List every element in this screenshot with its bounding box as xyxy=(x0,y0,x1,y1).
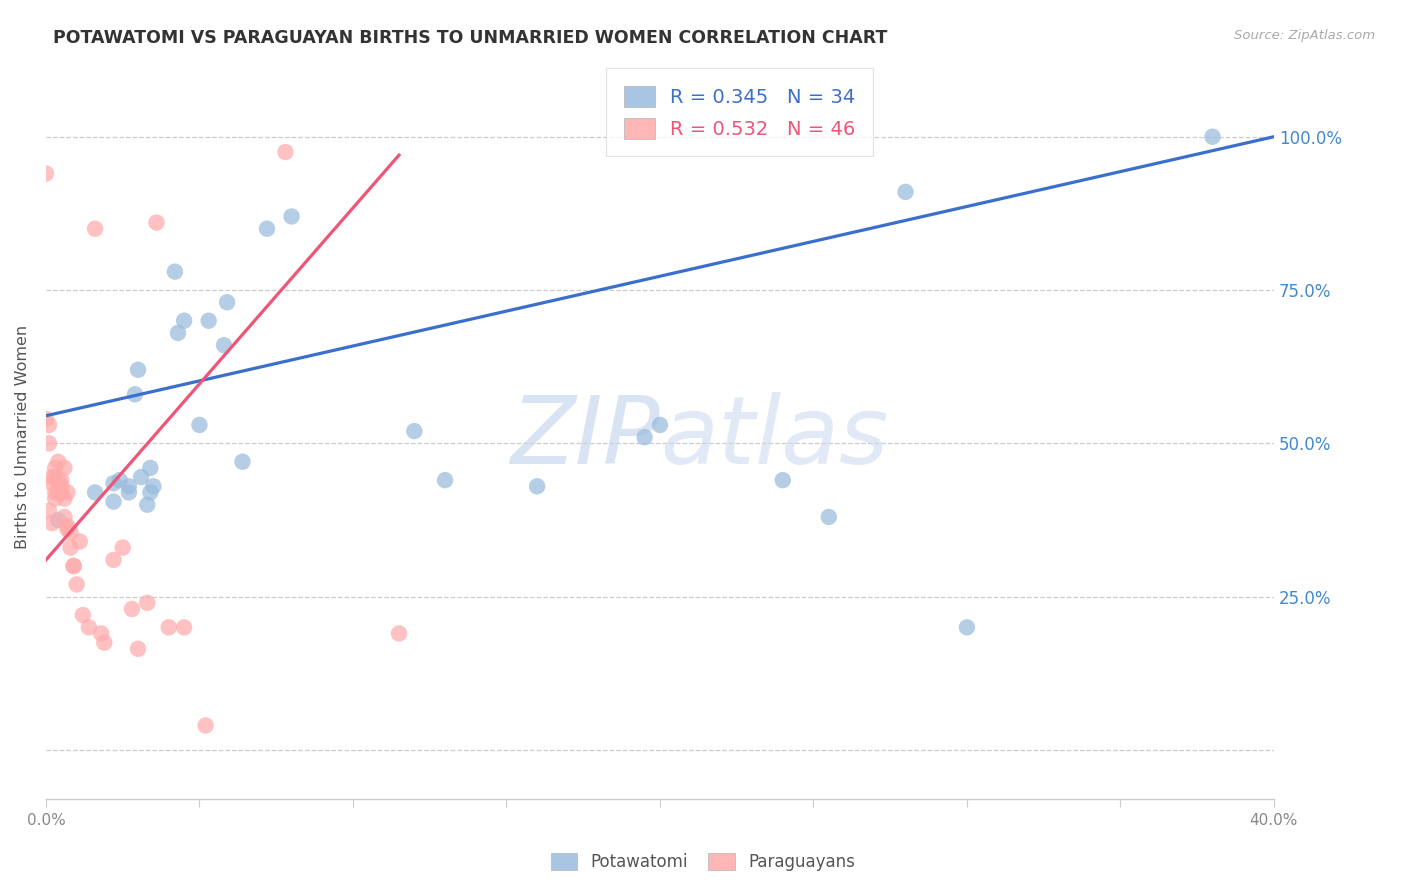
Point xyxy=(388,626,411,640)
Point xyxy=(38,417,60,432)
Point xyxy=(194,718,217,732)
Point xyxy=(173,620,195,634)
Point xyxy=(44,491,66,506)
Point xyxy=(53,510,76,524)
Point xyxy=(56,485,79,500)
Point xyxy=(136,596,159,610)
Point xyxy=(38,504,60,518)
Point xyxy=(44,461,66,475)
Point xyxy=(93,635,115,649)
Point xyxy=(139,461,162,475)
Point xyxy=(56,519,79,533)
Point xyxy=(894,185,917,199)
Point xyxy=(434,473,457,487)
Point xyxy=(103,494,125,508)
Point xyxy=(526,479,548,493)
Point xyxy=(44,470,66,484)
Point xyxy=(197,314,219,328)
Point xyxy=(124,387,146,401)
Point xyxy=(212,338,235,352)
Point xyxy=(46,455,69,469)
Point xyxy=(77,620,100,634)
Text: atlas: atlas xyxy=(659,392,889,483)
Text: Source: ZipAtlas.com: Source: ZipAtlas.com xyxy=(1234,29,1375,43)
Point xyxy=(817,510,839,524)
Point xyxy=(53,491,76,506)
Point xyxy=(956,620,979,634)
Point xyxy=(1201,129,1223,144)
Point xyxy=(53,461,76,475)
Y-axis label: Births to Unmarried Women: Births to Unmarried Women xyxy=(15,326,30,549)
Point xyxy=(274,145,297,159)
Point xyxy=(46,473,69,487)
Point xyxy=(51,485,73,500)
Point xyxy=(231,455,253,469)
Text: POTAWATOMI VS PARAGUAYAN BIRTHS TO UNMARRIED WOMEN CORRELATION CHART: POTAWATOMI VS PARAGUAYAN BIRTHS TO UNMAR… xyxy=(53,29,887,47)
Point xyxy=(59,525,82,540)
Point xyxy=(51,473,73,487)
Point xyxy=(35,412,58,426)
Point xyxy=(90,626,112,640)
Point xyxy=(163,265,186,279)
Point xyxy=(217,295,239,310)
Point xyxy=(118,485,141,500)
Point xyxy=(66,577,89,591)
Point xyxy=(167,326,190,340)
Point xyxy=(280,210,302,224)
Point xyxy=(103,476,125,491)
Point xyxy=(41,470,63,484)
Point xyxy=(256,221,278,235)
Point xyxy=(118,479,141,493)
Point xyxy=(127,363,149,377)
Point xyxy=(41,516,63,530)
Point xyxy=(46,513,69,527)
Point xyxy=(648,417,671,432)
Point xyxy=(142,479,165,493)
Point xyxy=(84,221,107,235)
Point xyxy=(51,479,73,493)
Point xyxy=(41,476,63,491)
Point xyxy=(633,430,655,444)
Point xyxy=(62,559,84,574)
Point xyxy=(44,485,66,500)
Point xyxy=(173,314,195,328)
Point xyxy=(56,522,79,536)
Point xyxy=(72,608,94,623)
Point xyxy=(136,498,159,512)
Point xyxy=(127,641,149,656)
Point xyxy=(108,473,131,487)
Point xyxy=(188,417,211,432)
Point xyxy=(38,436,60,450)
Point xyxy=(103,553,125,567)
Point xyxy=(84,485,107,500)
Point xyxy=(121,602,143,616)
Point xyxy=(59,541,82,555)
Point xyxy=(772,473,794,487)
Point xyxy=(62,559,84,574)
Legend: R = 0.345   N = 34, R = 0.532   N = 46: R = 0.345 N = 34, R = 0.532 N = 46 xyxy=(606,68,873,156)
Text: ZIP: ZIP xyxy=(510,392,659,483)
Point xyxy=(157,620,180,634)
Point xyxy=(111,541,134,555)
Point xyxy=(404,424,426,438)
Point xyxy=(69,534,91,549)
Legend: Potawatomi, Paraguayans: Potawatomi, Paraguayans xyxy=(543,845,863,880)
Point xyxy=(139,485,162,500)
Point xyxy=(145,216,167,230)
Point xyxy=(46,485,69,500)
Point xyxy=(35,167,58,181)
Point xyxy=(129,470,152,484)
